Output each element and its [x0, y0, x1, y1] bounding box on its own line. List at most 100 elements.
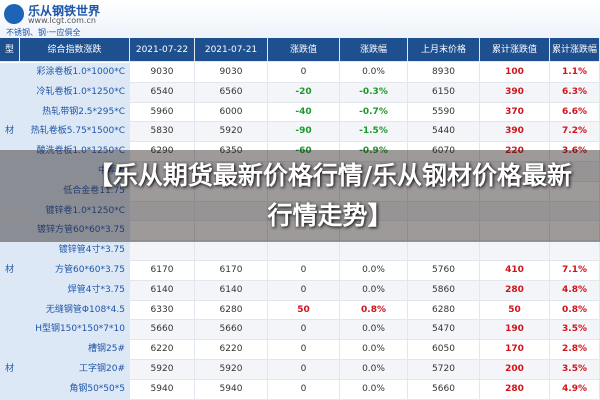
- table-cell: [195, 221, 268, 242]
- table-cell: [480, 241, 550, 261]
- table-cell: 6220: [195, 340, 268, 360]
- row-label: 方管60*60*3.75: [20, 261, 130, 281]
- table-cell: [268, 221, 340, 242]
- table-cell: 6140: [195, 280, 268, 301]
- table-cell: 6540: [130, 82, 195, 103]
- slogan: 不锈钢、钢·一应俱全: [6, 28, 81, 37]
- table-cell: 0.0%: [340, 340, 408, 360]
- column-header: 2021-07-22: [130, 38, 195, 62]
- table-cell: [340, 221, 408, 242]
- site-name: 乐从钢铁世界: [28, 4, 101, 18]
- table-cell: 5590: [408, 102, 480, 123]
- table-cell: 6280: [195, 300, 268, 321]
- group-cell: [0, 221, 20, 242]
- table-cell: [480, 221, 550, 242]
- table-cell: 6070: [408, 142, 480, 162]
- row-label: 彩涂卷板1.0*1000*C: [20, 63, 130, 83]
- table-cell: -90: [268, 122, 340, 143]
- row-label: 焊管4寸*3.75: [20, 280, 130, 301]
- group-cell: [0, 300, 20, 321]
- table-cell: [130, 162, 195, 182]
- row-label: 热轧卷板5.75*1500*C: [20, 122, 130, 143]
- table-cell: [340, 181, 408, 202]
- table-cell: -1.5%: [340, 122, 408, 143]
- table-cell: 220: [480, 142, 550, 162]
- table-cell: 5920: [195, 122, 268, 143]
- row-label: 槽钢25#: [20, 340, 130, 360]
- group-cell: [0, 102, 20, 123]
- group-cell: [0, 241, 20, 261]
- table-cell: 0.0%: [340, 379, 408, 400]
- table-cell: 5440: [408, 122, 480, 143]
- column-header: 涨跌值: [268, 38, 340, 62]
- table-cell: 6290: [130, 142, 195, 162]
- group-cell: [0, 63, 20, 83]
- table-cell: 0: [268, 320, 340, 341]
- overlay-title: 【乐从期货最新价格行情/乐从钢材价格最新行情走势】: [87, 161, 573, 230]
- table-cell: 5920: [130, 360, 195, 380]
- group-cell: [0, 201, 20, 222]
- overlay: [0, 150, 600, 242]
- table-cell: [268, 181, 340, 202]
- table-cell: 0.0%: [340, 63, 408, 83]
- table-cell: 0: [268, 340, 340, 360]
- table-cell: [130, 181, 195, 202]
- table-cell: [268, 162, 340, 182]
- column-header: 累计涨跌值: [480, 38, 550, 62]
- table-cell: -0.3%: [340, 82, 408, 103]
- table-cell: 0: [268, 261, 340, 281]
- table-cell: [130, 221, 195, 242]
- table-cell: 6170: [130, 261, 195, 281]
- group-cell: [0, 162, 20, 182]
- group-cell: 材: [0, 360, 20, 380]
- group-cell: 材: [0, 261, 20, 281]
- table-cell: -20: [268, 82, 340, 103]
- table-cell: 8930: [408, 63, 480, 83]
- table-cell: 170: [480, 340, 550, 360]
- table-cell: 9030: [130, 63, 195, 83]
- group-cell: [0, 280, 20, 301]
- table-cell: 7.2%: [550, 122, 600, 143]
- table-cell: 4.8%: [550, 280, 600, 301]
- table-cell: 1.1%: [550, 63, 600, 83]
- table-cell: 5720: [408, 360, 480, 380]
- table-cell: [340, 241, 408, 261]
- row-label: H型钢150*150*7*10: [20, 320, 130, 341]
- table-cell: 6150: [408, 82, 480, 103]
- column-header: 型: [0, 38, 20, 62]
- logo: [4, 4, 24, 24]
- table-cell: 200: [480, 360, 550, 380]
- table-cell: 0: [268, 360, 340, 380]
- group-cell: [0, 82, 20, 103]
- row-label: 镀锌卷1.0*1250*C: [20, 201, 130, 222]
- row-label: 中厚板: [20, 162, 130, 182]
- table-cell: 50: [268, 300, 340, 321]
- table-cell: [195, 241, 268, 261]
- table-cell: 6050: [408, 340, 480, 360]
- table-cell: 5940: [130, 379, 195, 400]
- table-cell: -0.9%: [340, 142, 408, 162]
- table-cell: [480, 201, 550, 222]
- table-cell: [550, 241, 600, 261]
- table-cell: 9030: [195, 63, 268, 83]
- row-label: 镀锌方管60*60*3.75: [20, 221, 130, 242]
- table-cell: [408, 162, 480, 182]
- table-cell: 5920: [195, 360, 268, 380]
- table-cell: 370: [480, 102, 550, 123]
- table-cell: [195, 201, 268, 222]
- table-cell: [130, 201, 195, 222]
- table-cell: [340, 162, 408, 182]
- table-cell: 6280: [408, 300, 480, 321]
- table-cell: -40: [268, 102, 340, 123]
- table-cell: 6140: [130, 280, 195, 301]
- table-cell: 2.8%: [550, 340, 600, 360]
- group-cell: [0, 379, 20, 400]
- row-label: 热轧带钢2.5*295*C: [20, 102, 130, 123]
- table-cell: 5940: [195, 379, 268, 400]
- table-cell: 5470: [408, 320, 480, 341]
- table-cell: 390: [480, 122, 550, 143]
- row-label: 酸洗卷板1.0*1250*C: [20, 142, 130, 162]
- table-cell: 410: [480, 261, 550, 281]
- table-cell: [408, 181, 480, 202]
- group-cell: [0, 142, 20, 162]
